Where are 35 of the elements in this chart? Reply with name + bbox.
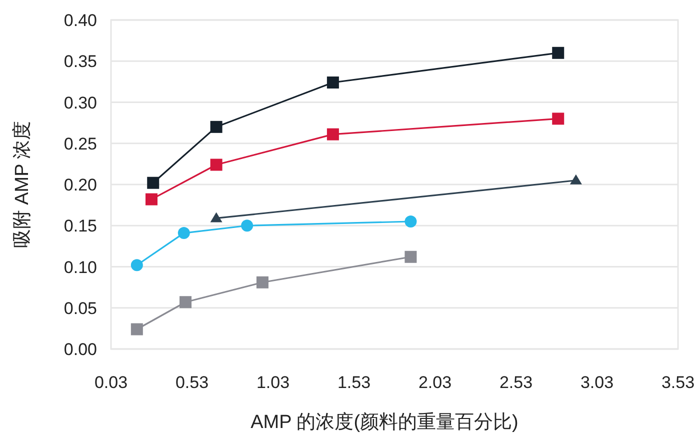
- x-tick-label: 3.53: [661, 373, 695, 392]
- point: [178, 227, 190, 240]
- x-tick-label: 1.03: [256, 373, 290, 392]
- y-tick-label: 0.35: [64, 52, 97, 72]
- y-axis-title: 吸附 AMP 浓度: [11, 120, 33, 248]
- point: [130, 323, 143, 336]
- point: [256, 276, 268, 288]
- point: [404, 250, 417, 263]
- point: [210, 158, 222, 171]
- x-tick-label: 0.03: [94, 373, 128, 392]
- y-tick-label: 0.10: [64, 258, 97, 277]
- point: [210, 120, 222, 133]
- point: [147, 176, 160, 189]
- x-tick-label: 2.53: [499, 373, 533, 392]
- point: [404, 216, 417, 228]
- x-axis-title: AMP 的浓度(颜料的重量百分比): [250, 411, 518, 433]
- y-tick-label: 0.05: [64, 298, 97, 318]
- point: [326, 128, 339, 140]
- point: [241, 220, 254, 232]
- point: [180, 296, 192, 308]
- x-tick-label: 2.03: [418, 373, 452, 392]
- point: [130, 259, 143, 272]
- y-tick-label: 0.25: [64, 134, 97, 154]
- y-tick-label: 0.20: [64, 176, 97, 194]
- point: [552, 112, 564, 125]
- x-tick-label: 3.03: [580, 373, 614, 392]
- y-tick-label: 0.40: [64, 11, 97, 30]
- point: [552, 46, 564, 59]
- point: [146, 193, 158, 206]
- x-tick-label: 1.53: [337, 373, 371, 392]
- y-tick-label: 0.00: [64, 340, 97, 359]
- y-tick-label: 0.15: [64, 216, 97, 236]
- x-tick-label: 0.53: [175, 373, 209, 392]
- point: [326, 76, 339, 89]
- y-tick-label: 0.30: [64, 93, 97, 112]
